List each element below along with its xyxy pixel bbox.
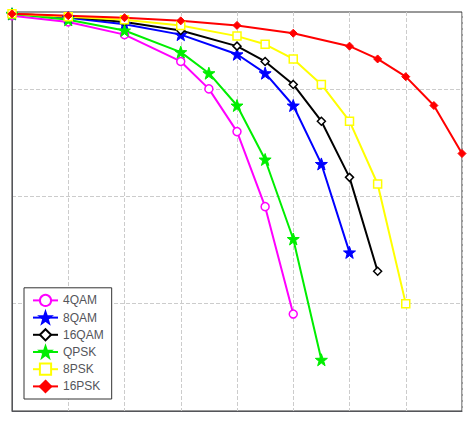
svg-text:QPSK: QPSK — [63, 345, 96, 359]
svg-text:8PSK: 8PSK — [63, 362, 94, 376]
svg-text:8QAM: 8QAM — [63, 311, 97, 325]
svg-text:4QAM: 4QAM — [63, 293, 97, 307]
svg-text:16PSK: 16PSK — [63, 379, 100, 393]
svg-text:16QAM: 16QAM — [63, 328, 104, 342]
